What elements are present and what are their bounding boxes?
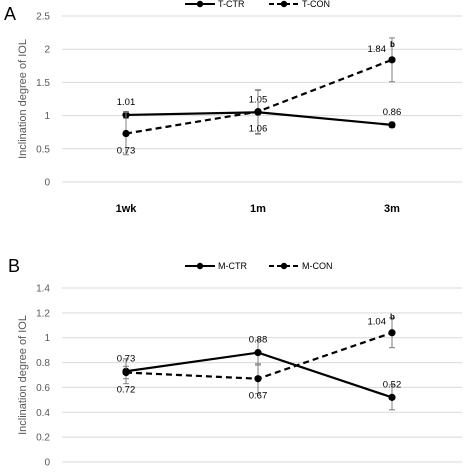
panel-b: B 0 0.2 0.4 0.6 0.8 1 1.2 1.4 Inclination degree … (8, 256, 462, 469)
data-label: 0.88 (249, 335, 268, 346)
legend-label: T-CTR (218, 0, 245, 9)
legend-marker-t-con (280, 0, 288, 8)
y-tick-label: 0.5 (36, 144, 50, 155)
legend-marker-m-ctr (196, 262, 204, 270)
y-tick-label: 0.6 (36, 383, 50, 394)
legend-marker-t-ctr (196, 0, 204, 8)
data-point-m-con (388, 329, 396, 337)
y-tick-label: 0.8 (36, 358, 50, 369)
data-label: 1.04 (368, 317, 387, 328)
data-point-m-ctr (388, 393, 396, 401)
data-point-t-con (122, 129, 130, 138)
data-label: 0.86 (383, 107, 402, 118)
data-point-m-con (254, 375, 262, 383)
y-tick-label: 1.5 (36, 78, 50, 89)
legend-label: T-CON (302, 0, 330, 9)
data-label: 0.72 (117, 385, 136, 396)
x-tick-label: 1wk (116, 203, 138, 215)
legend-label: M-CON (302, 261, 333, 271)
significance-marker: b (390, 313, 395, 322)
data-label: 1.01 (117, 97, 136, 108)
data-label: 0.52 (383, 379, 402, 390)
panel-a: A 0 0.5 1 1.5 2 2.5 Inclination degree of IOL 1w… (4, 0, 462, 215)
y-tick-label: 0 (44, 178, 50, 189)
significance-marker: b (390, 40, 395, 49)
legend-marker-m-con (280, 262, 288, 270)
x-tick-label: 3m (384, 203, 400, 215)
y-tick-label: 0.2 (36, 433, 50, 444)
data-point-m-con (122, 368, 130, 377)
data-label: 0.67 (249, 391, 268, 402)
y-axis-label: Inclination degree of IOL (17, 39, 29, 159)
data-label: 0.73 (117, 353, 136, 364)
y-tick-label: 0 (44, 458, 50, 469)
panel-label: B (8, 256, 20, 276)
legend-label: M-CTR (218, 261, 247, 271)
y-axis-label: Inclination degree of IOL (17, 315, 29, 435)
data-label: 1.06 (249, 124, 268, 135)
data-point-t-con (388, 56, 396, 64)
data-label: 1.84 (368, 44, 387, 55)
y-tick-label: 1.4 (36, 284, 50, 295)
data-point-t-ctr (388, 121, 396, 129)
data-label: 0.73 (117, 146, 136, 157)
data-point-t-con (254, 108, 262, 116)
y-tick-label: 1.2 (36, 308, 50, 319)
panel-label: A (4, 4, 16, 24)
y-tick-label: 0.4 (36, 408, 50, 419)
y-tick-label: 1 (44, 333, 50, 344)
data-point-m-ctr (254, 349, 262, 357)
y-tick-label: 2 (44, 45, 50, 56)
x-tick-label: 1m (250, 203, 266, 215)
y-tick-label: 2.5 (36, 12, 50, 23)
y-tick-label: 1 (44, 111, 50, 122)
